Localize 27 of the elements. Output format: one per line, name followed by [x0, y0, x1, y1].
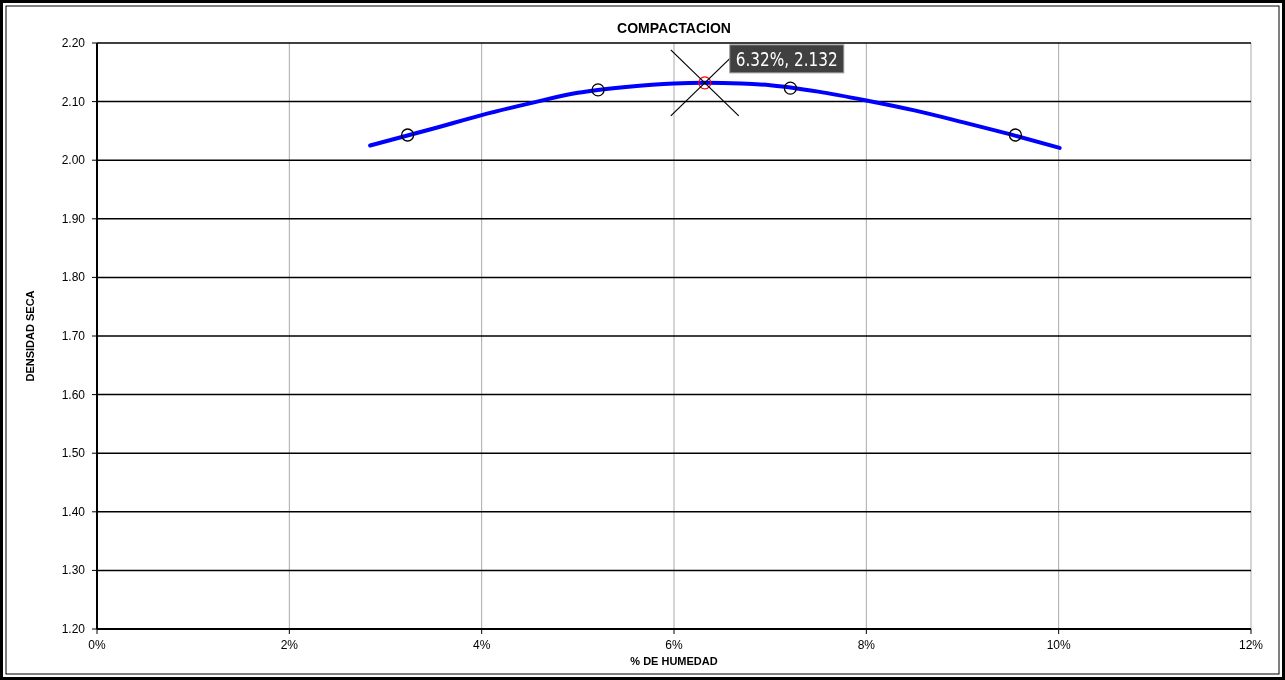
point [400, 128, 415, 142]
x-tick-label: 6% [665, 638, 683, 652]
y-tick-label: 1.60 [61, 387, 86, 402]
y-axis-title: DENSIDAD SECA [24, 290, 36, 382]
x-tick-label: 12% [1238, 638, 1264, 652]
point [1008, 128, 1023, 142]
y-tick-label: 1.40 [61, 504, 86, 519]
annotation: 6.32%, 2.132 [735, 46, 870, 71]
y-tick-label: 2.20 [61, 36, 86, 50]
y-tick-label: 1.80 [61, 270, 86, 285]
point [591, 83, 605, 97]
y-tick-label: 1.30 [61, 563, 86, 578]
y-tick-label: 1.70 [61, 329, 86, 343]
y-tick-label: 1.20 [61, 622, 86, 636]
x-tick-label: 2% [280, 638, 299, 652]
point [698, 76, 712, 90]
y-tick-label: 1.90 [61, 211, 86, 226]
y-tick-label: 2.00 [61, 153, 86, 168]
x-tick-label: 10% [1046, 638, 1071, 652]
y-tick-label: 1.50 [61, 446, 86, 461]
x-tick-label: 0% [88, 638, 106, 652]
x-axis-title: % DE HUMEDAD [630, 655, 718, 667]
point [783, 81, 798, 95]
x-tick-label: 8% [857, 638, 876, 652]
x-tick-label: 4% [472, 638, 491, 652]
y-tick-label: 2.10 [61, 94, 86, 109]
chart-title: COMPACTACION [617, 20, 731, 36]
